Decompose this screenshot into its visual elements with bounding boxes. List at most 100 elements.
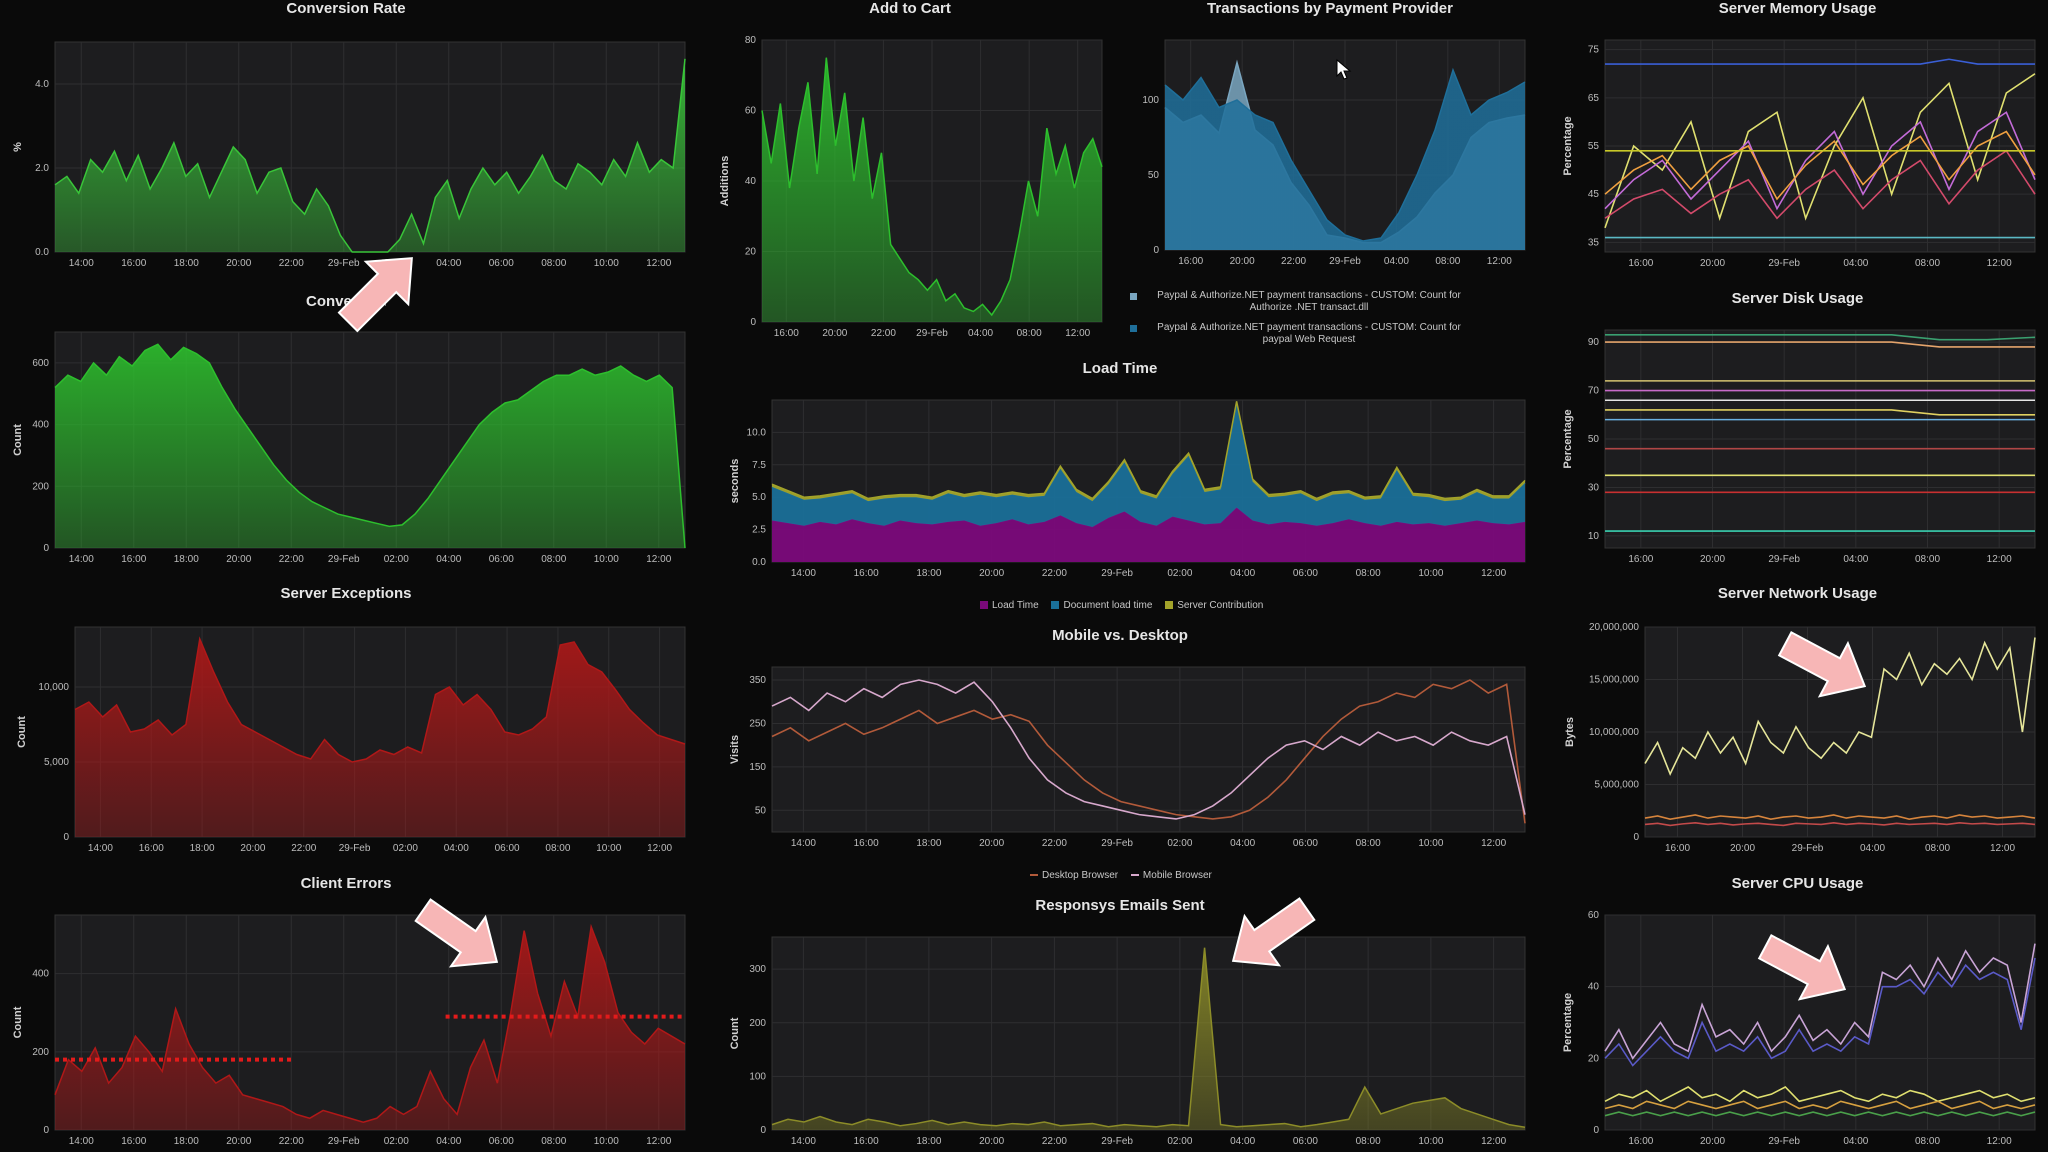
y-tick-label: 0 [760,1125,766,1136]
x-tick-label: 16:00 [774,328,799,339]
legend-label: Document load time [1063,600,1153,611]
series-line [771,947,1526,1129]
x-tick-label: 04:00 [1843,258,1868,269]
x-tick-label: 29-Feb [328,258,360,269]
annotation-arrow-icon [1777,631,1867,698]
x-tick-label: 29-Feb [916,328,948,339]
y-axis-label: Percentage [1562,993,1574,1052]
x-tick-label: 22:00 [279,258,304,269]
y-tick-label: 45 [1588,189,1600,200]
series-line [1604,1111,2036,1117]
x-tick-label: 12:00 [647,843,672,854]
panel-conversion-rate: Conversion Rate 0.0 2.0 4.0 14:00 16:00 18:00… [0,0,700,285]
x-tick-label: 22:00 [279,554,304,565]
y-tick-label: 400 [32,420,49,431]
x-tick-label: 12:00 [646,554,671,565]
annotation-arrow-icon [414,898,499,968]
x-tick-label: 06:00 [489,258,514,269]
x-tick-label: 18:00 [174,258,199,269]
panel-title: Transactions by Payment Provider [1207,0,1453,17]
x-tick-label: 10:00 [594,1136,619,1147]
y-axis-label: Count [12,1006,24,1038]
x-tick-label: 02:00 [384,554,409,565]
x-tick-label: 18:00 [916,1136,941,1147]
y-tick-label: 5,000 [44,757,69,768]
y-tick-label: 50 [755,805,767,816]
x-tick-label: 16:00 [854,568,879,579]
x-tick-label: 14:00 [791,568,816,579]
series-line [1604,957,2036,1067]
x-tick-label: 08:00 [1915,258,1940,269]
x-tick-label: 04:00 [1384,256,1409,267]
legend-swatch [1130,293,1137,300]
x-tick-label: 22:00 [291,843,316,854]
x-tick-label: 12:00 [1987,258,2012,269]
x-tick-label: 12:00 [646,1136,671,1147]
panel-server-cpu: Server CPU Usage 0 20 40 60 16:00 20:00 29-Feb… [1555,875,2048,1152]
annotation-arrow-icon [1231,897,1316,967]
legend-swatch [1051,601,1060,610]
y-tick-label: 350 [749,675,766,686]
y-tick-label: 7.5 [752,460,766,471]
plot-area [771,666,1526,833]
panel-responsys-emails: Responsys Emails Sent 0 100 200 300 14:00 16:… [720,897,1540,1152]
x-tick-label: 14:00 [791,1136,816,1147]
x-tick-label: 16:00 [1628,258,1653,269]
x-tick-label: 12:00 [1987,554,2012,565]
x-tick-label: 29-Feb [328,1136,360,1147]
y-tick-label: 10,000 [38,682,69,693]
area-fill [55,58,685,252]
y-tick-label: 30 [1588,482,1600,493]
chart-svg: 35 45 55 65 75 16:00 20:00 29-Feb 04:00 08:00 12:0… [1562,39,2036,269]
mouse-cursor-icon [1336,58,1352,80]
chart-svg: 0.0 2.5 5.0 7.5 10.0 14:00 16:00 18:00 20:00 22:0… [729,399,1526,579]
y-tick-label: 10.0 [747,427,767,438]
x-tick-label: 29-Feb [328,554,360,565]
legend-swatch [1130,325,1137,332]
x-tick-label: 29-Feb [1329,256,1361,267]
x-tick-label: 18:00 [916,568,941,579]
x-tick-label: 10:00 [594,554,619,565]
x-tick-label: 02:00 [393,843,418,854]
x-tick-label: 08:00 [1356,1136,1381,1147]
panel-title: Server Network Usage [1717,585,1878,602]
series-line [1605,341,2035,348]
x-tick-label: 06:00 [1293,838,1318,849]
series-line [1604,943,2036,1060]
transactions-legend: Paypal & Authorize.NET payment transacti… [1130,290,1474,354]
y-tick-label: 4.0 [35,79,49,90]
panel-conversions: 0 200 400 600 14:00 16:00 18:00 20:00 22:00 29-Fe… [0,290,700,575]
y-tick-label: 100 [749,1071,766,1082]
x-tick-label: 04:00 [1860,843,1885,854]
panel-title: Server Memory Usage [1718,0,1877,17]
series-line [74,636,686,763]
x-tick-label: 10:00 [1418,1136,1443,1147]
y-tick-label: 80 [745,35,757,46]
y-tick-label: 0 [63,832,69,843]
x-tick-label: 04:00 [436,1136,461,1147]
panel-load-time: Load Time 0.0 2.5 5.0 7.5 10.0 14:00 16:00 18:0… [720,360,1540,615]
x-tick-label: 29-Feb [1768,1136,1800,1147]
x-tick-label: 04:00 [444,843,469,854]
y-tick-label: 2.5 [752,525,766,536]
x-tick-label: 20:00 [979,1136,1004,1147]
x-tick-label: 18:00 [174,1136,199,1147]
x-tick-label: 12:00 [1987,1136,2012,1147]
chart-svg: 50 150 250 350 14:00 16:00 18:00 20:00 22:00 29-F… [729,666,1526,849]
x-tick-label: 08:00 [1915,1136,1940,1147]
chart-svg: 0 20 40 60 16:00 20:00 29-Feb 04:00 08:00 12:00 Pe… [1562,910,2036,1147]
annotation-arrow-icon [1757,934,1847,1001]
chart-svg: 0 20 40 60 80 16:00 20:00 22:00 29-Feb 04:00 08:00… [719,35,1103,339]
x-tick-label: 10:00 [1418,568,1443,579]
x-tick-label: 29-Feb [1101,568,1133,579]
y-tick-label: 50 [1588,434,1600,445]
chart-svg: 0 100 200 300 14:00 16:00 18:00 20:00 22:00 29-Fe… [729,936,1526,1147]
y-tick-label: 200 [32,1047,49,1058]
x-tick-label: 08:00 [1356,568,1381,579]
y-tick-label: 0.0 [35,247,49,258]
panel-title: Add to Cart [869,0,951,17]
y-tick-label: 70 [1588,386,1600,397]
x-tick-label: 16:00 [139,843,164,854]
y-axis-label: Count [16,716,28,748]
x-tick-label: 08:00 [541,258,566,269]
